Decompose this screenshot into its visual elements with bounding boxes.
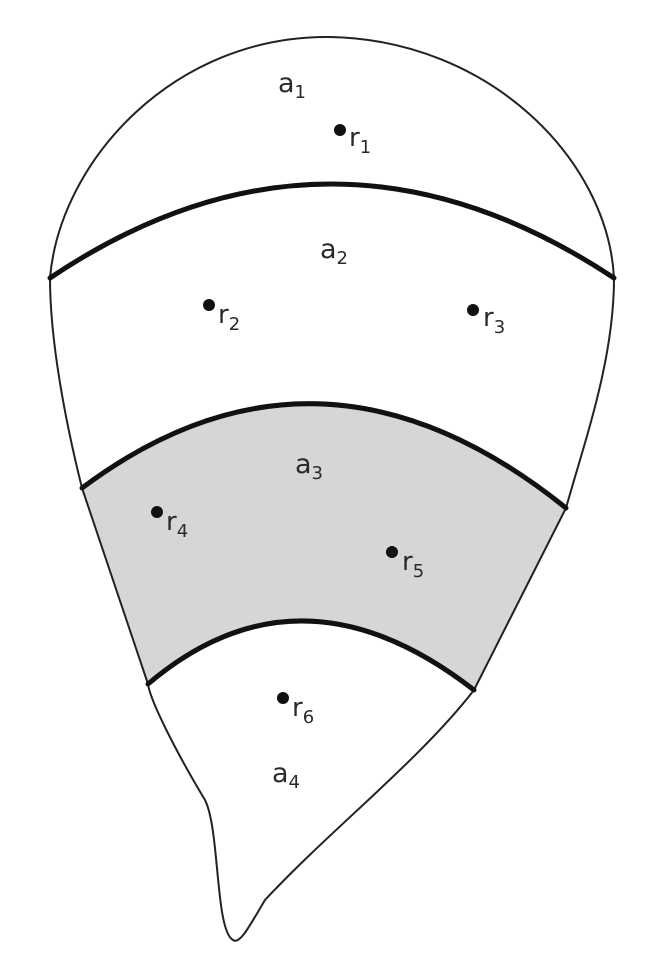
point-label-r2: r2 bbox=[218, 300, 240, 335]
region-label-a4: a4 bbox=[272, 758, 300, 793]
point-label-r1: r1 bbox=[349, 123, 371, 158]
boundary-a2-a3 bbox=[79, 401, 569, 511]
boundary-a1-a2 bbox=[47, 181, 617, 281]
point-r5-dot bbox=[386, 546, 398, 558]
point-r1-dot bbox=[334, 124, 346, 136]
point-r2-dot bbox=[203, 299, 215, 311]
region-a3-fill bbox=[82, 403, 566, 690]
point-label-r3: r3 bbox=[483, 303, 505, 338]
point-label-r6: r6 bbox=[292, 693, 314, 728]
point-r3-dot bbox=[467, 304, 479, 316]
point-r6-dot bbox=[277, 692, 289, 704]
region-label-a2: a2 bbox=[320, 234, 348, 269]
point-r4-dot bbox=[151, 506, 163, 518]
point-label-r5: r5 bbox=[402, 547, 424, 582]
region-label-a3: a3 bbox=[295, 449, 323, 484]
shape-outline bbox=[49, 35, 615, 942]
region-label-a1: a1 bbox=[278, 68, 306, 103]
point-label-r4: r4 bbox=[166, 507, 188, 542]
boundary-a3-a4 bbox=[145, 618, 477, 693]
